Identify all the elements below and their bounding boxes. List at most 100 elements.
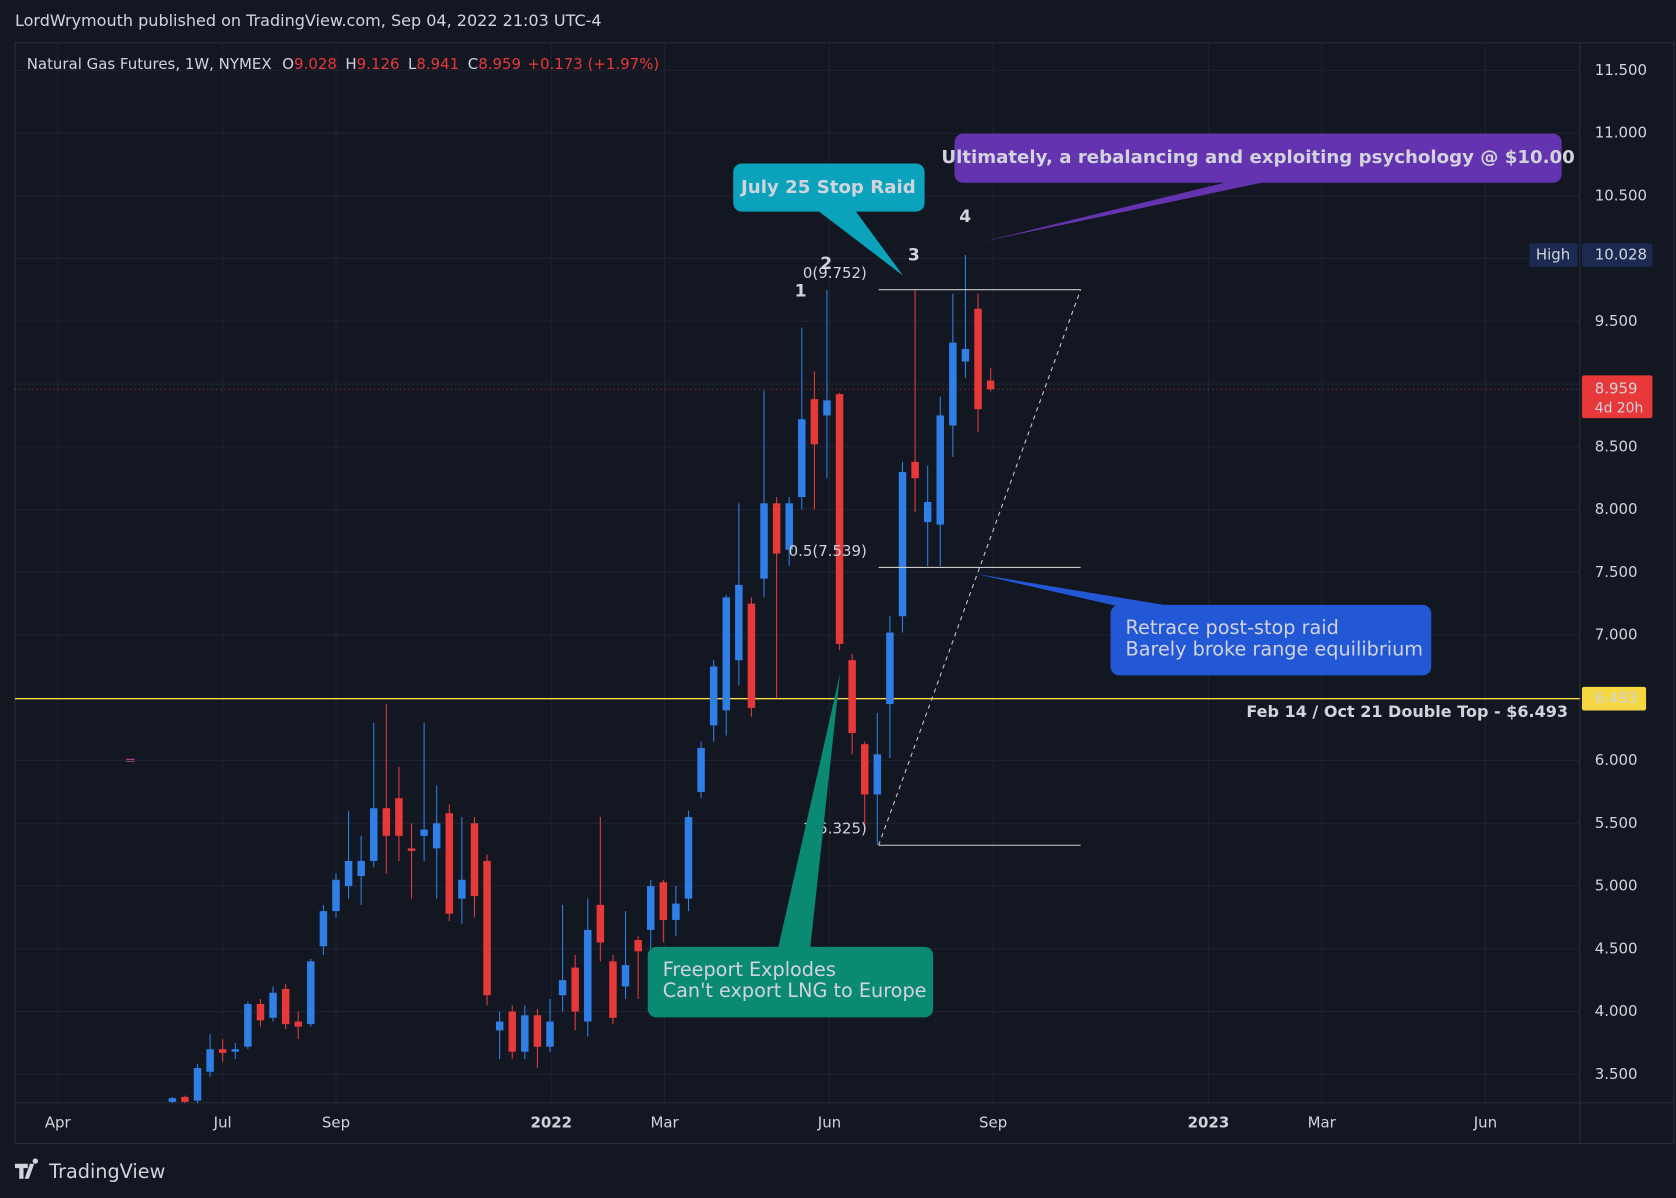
- candle-body: [697, 748, 705, 792]
- x-tick-label: Apr: [45, 1114, 72, 1132]
- legend-change: +0.173 (+1.97%): [527, 55, 659, 73]
- candle-body: [382, 808, 391, 836]
- x-tick-label: Jun: [817, 1114, 841, 1132]
- x-tick-label: Jul: [213, 1114, 232, 1132]
- callout-text: Barely broke range equilibrium: [1126, 637, 1423, 660]
- header: LordWrymouth published on TradingView.co…: [15, 11, 602, 30]
- callout: July 25 Stop Raid: [733, 163, 925, 276]
- x-tick-label: 2022: [530, 1114, 572, 1132]
- fib-label: 0(9.752): [803, 264, 867, 282]
- legend-value: 9.126: [357, 55, 400, 73]
- y-tick-label: 3.500: [1595, 1065, 1638, 1083]
- callout-box: [1110, 604, 1432, 676]
- candle-body: [684, 817, 693, 899]
- callout-pointer: [778, 673, 841, 948]
- legend-key: C: [468, 55, 478, 73]
- y-tick-label: 7.000: [1595, 626, 1638, 644]
- candle-body: [823, 400, 831, 416]
- y-tick-label: 9.500: [1595, 312, 1638, 330]
- candle-body: [458, 879, 466, 899]
- candle-body: [961, 348, 970, 362]
- candle-body: [709, 666, 718, 726]
- candle-body: [445, 813, 454, 914]
- candle-body: [370, 808, 378, 861]
- legend-value: 8.959: [478, 55, 521, 73]
- double-top-label: Feb 14 / Oct 21 Double Top - $6.493: [1246, 702, 1568, 721]
- candle-body: [835, 394, 844, 644]
- high-tag: [1529, 243, 1578, 267]
- candle-body: [747, 603, 756, 708]
- candle-body: [911, 461, 919, 479]
- candle-body: [785, 503, 793, 550]
- candle-body: [244, 1004, 252, 1047]
- y-tick-label: 11.000: [1595, 124, 1647, 142]
- callout-text: July 25 Stop Raid: [739, 177, 916, 198]
- callout-text: Retrace post-stop raid: [1126, 616, 1339, 639]
- y-tick-label: 11.500: [1595, 61, 1647, 79]
- callout-box: [647, 946, 934, 1018]
- candle-body: [634, 940, 642, 952]
- candle-body: [672, 903, 680, 920]
- countdown-label: 4d 20h: [1595, 400, 1644, 416]
- candle-body: [949, 342, 957, 426]
- candle-body: [231, 1049, 240, 1052]
- candle-body: [898, 471, 907, 617]
- price-box: [1581, 686, 1647, 711]
- candle-body: [860, 744, 869, 795]
- candle-body: [986, 380, 995, 390]
- price-box-label: 6.493: [1595, 689, 1638, 707]
- candle-body: [798, 419, 806, 498]
- candle-body: [521, 1015, 529, 1052]
- high-tag-label: High: [1536, 246, 1570, 264]
- candle-body: [432, 823, 441, 849]
- candle-body: [357, 860, 365, 877]
- candle-body: [659, 882, 668, 920]
- y-tick-label: 8.000: [1595, 500, 1638, 518]
- x-tick-label: Sep: [979, 1114, 1007, 1132]
- candle-body: [218, 1049, 227, 1053]
- candle-body: [571, 967, 579, 1012]
- callout-text: Freeport Explodes: [663, 958, 836, 981]
- wave-label: 4: [959, 207, 971, 227]
- wave-label: 1: [795, 282, 807, 302]
- x-tick-label: Mar: [1308, 1114, 1337, 1132]
- callout-text: Ultimately, a rebalancing and exploiting…: [941, 147, 1574, 168]
- wave-label: 3: [908, 245, 920, 265]
- candle-body: [609, 961, 617, 1018]
- callout-box: [733, 163, 925, 212]
- x-tick-label: Jun: [1473, 1114, 1497, 1132]
- candle-body: [923, 502, 932, 523]
- y-tick-label: 6.000: [1595, 751, 1638, 769]
- legend-symbol: Natural Gas Futures, 1W, NYMEX: [27, 55, 272, 73]
- y-tick-label: 7.500: [1595, 563, 1638, 581]
- price-box: [1581, 243, 1653, 267]
- brand: TradingView: [48, 1160, 165, 1183]
- legend-key: H: [345, 55, 356, 73]
- y-tick-label: 5.000: [1595, 877, 1638, 895]
- candle-body: [495, 1021, 504, 1031]
- candle-body: [256, 1004, 265, 1021]
- legend-value: 9.028: [294, 55, 337, 73]
- candle-body: [646, 886, 655, 930]
- callout-text: Can't export LNG to Europe: [663, 979, 927, 1002]
- candle-body: [760, 503, 768, 579]
- y-tick-label: 4.000: [1595, 1002, 1638, 1020]
- candle-body: [344, 860, 353, 887]
- legend-key: O: [282, 55, 294, 73]
- candle-body: [420, 829, 428, 836]
- candle-body: [181, 1096, 189, 1102]
- x-tick-label: Sep: [322, 1114, 350, 1132]
- candle-body: [470, 823, 479, 897]
- x-tick-label: 2023: [1188, 1114, 1230, 1132]
- candle-body: [193, 1068, 202, 1101]
- candle-body: [848, 660, 856, 733]
- candle-body: [772, 503, 781, 554]
- candle-body: [974, 308, 982, 410]
- y-tick-label: 10.500: [1595, 186, 1647, 204]
- callout-box: [954, 133, 1562, 183]
- y-tick-label: 5.500: [1595, 814, 1638, 832]
